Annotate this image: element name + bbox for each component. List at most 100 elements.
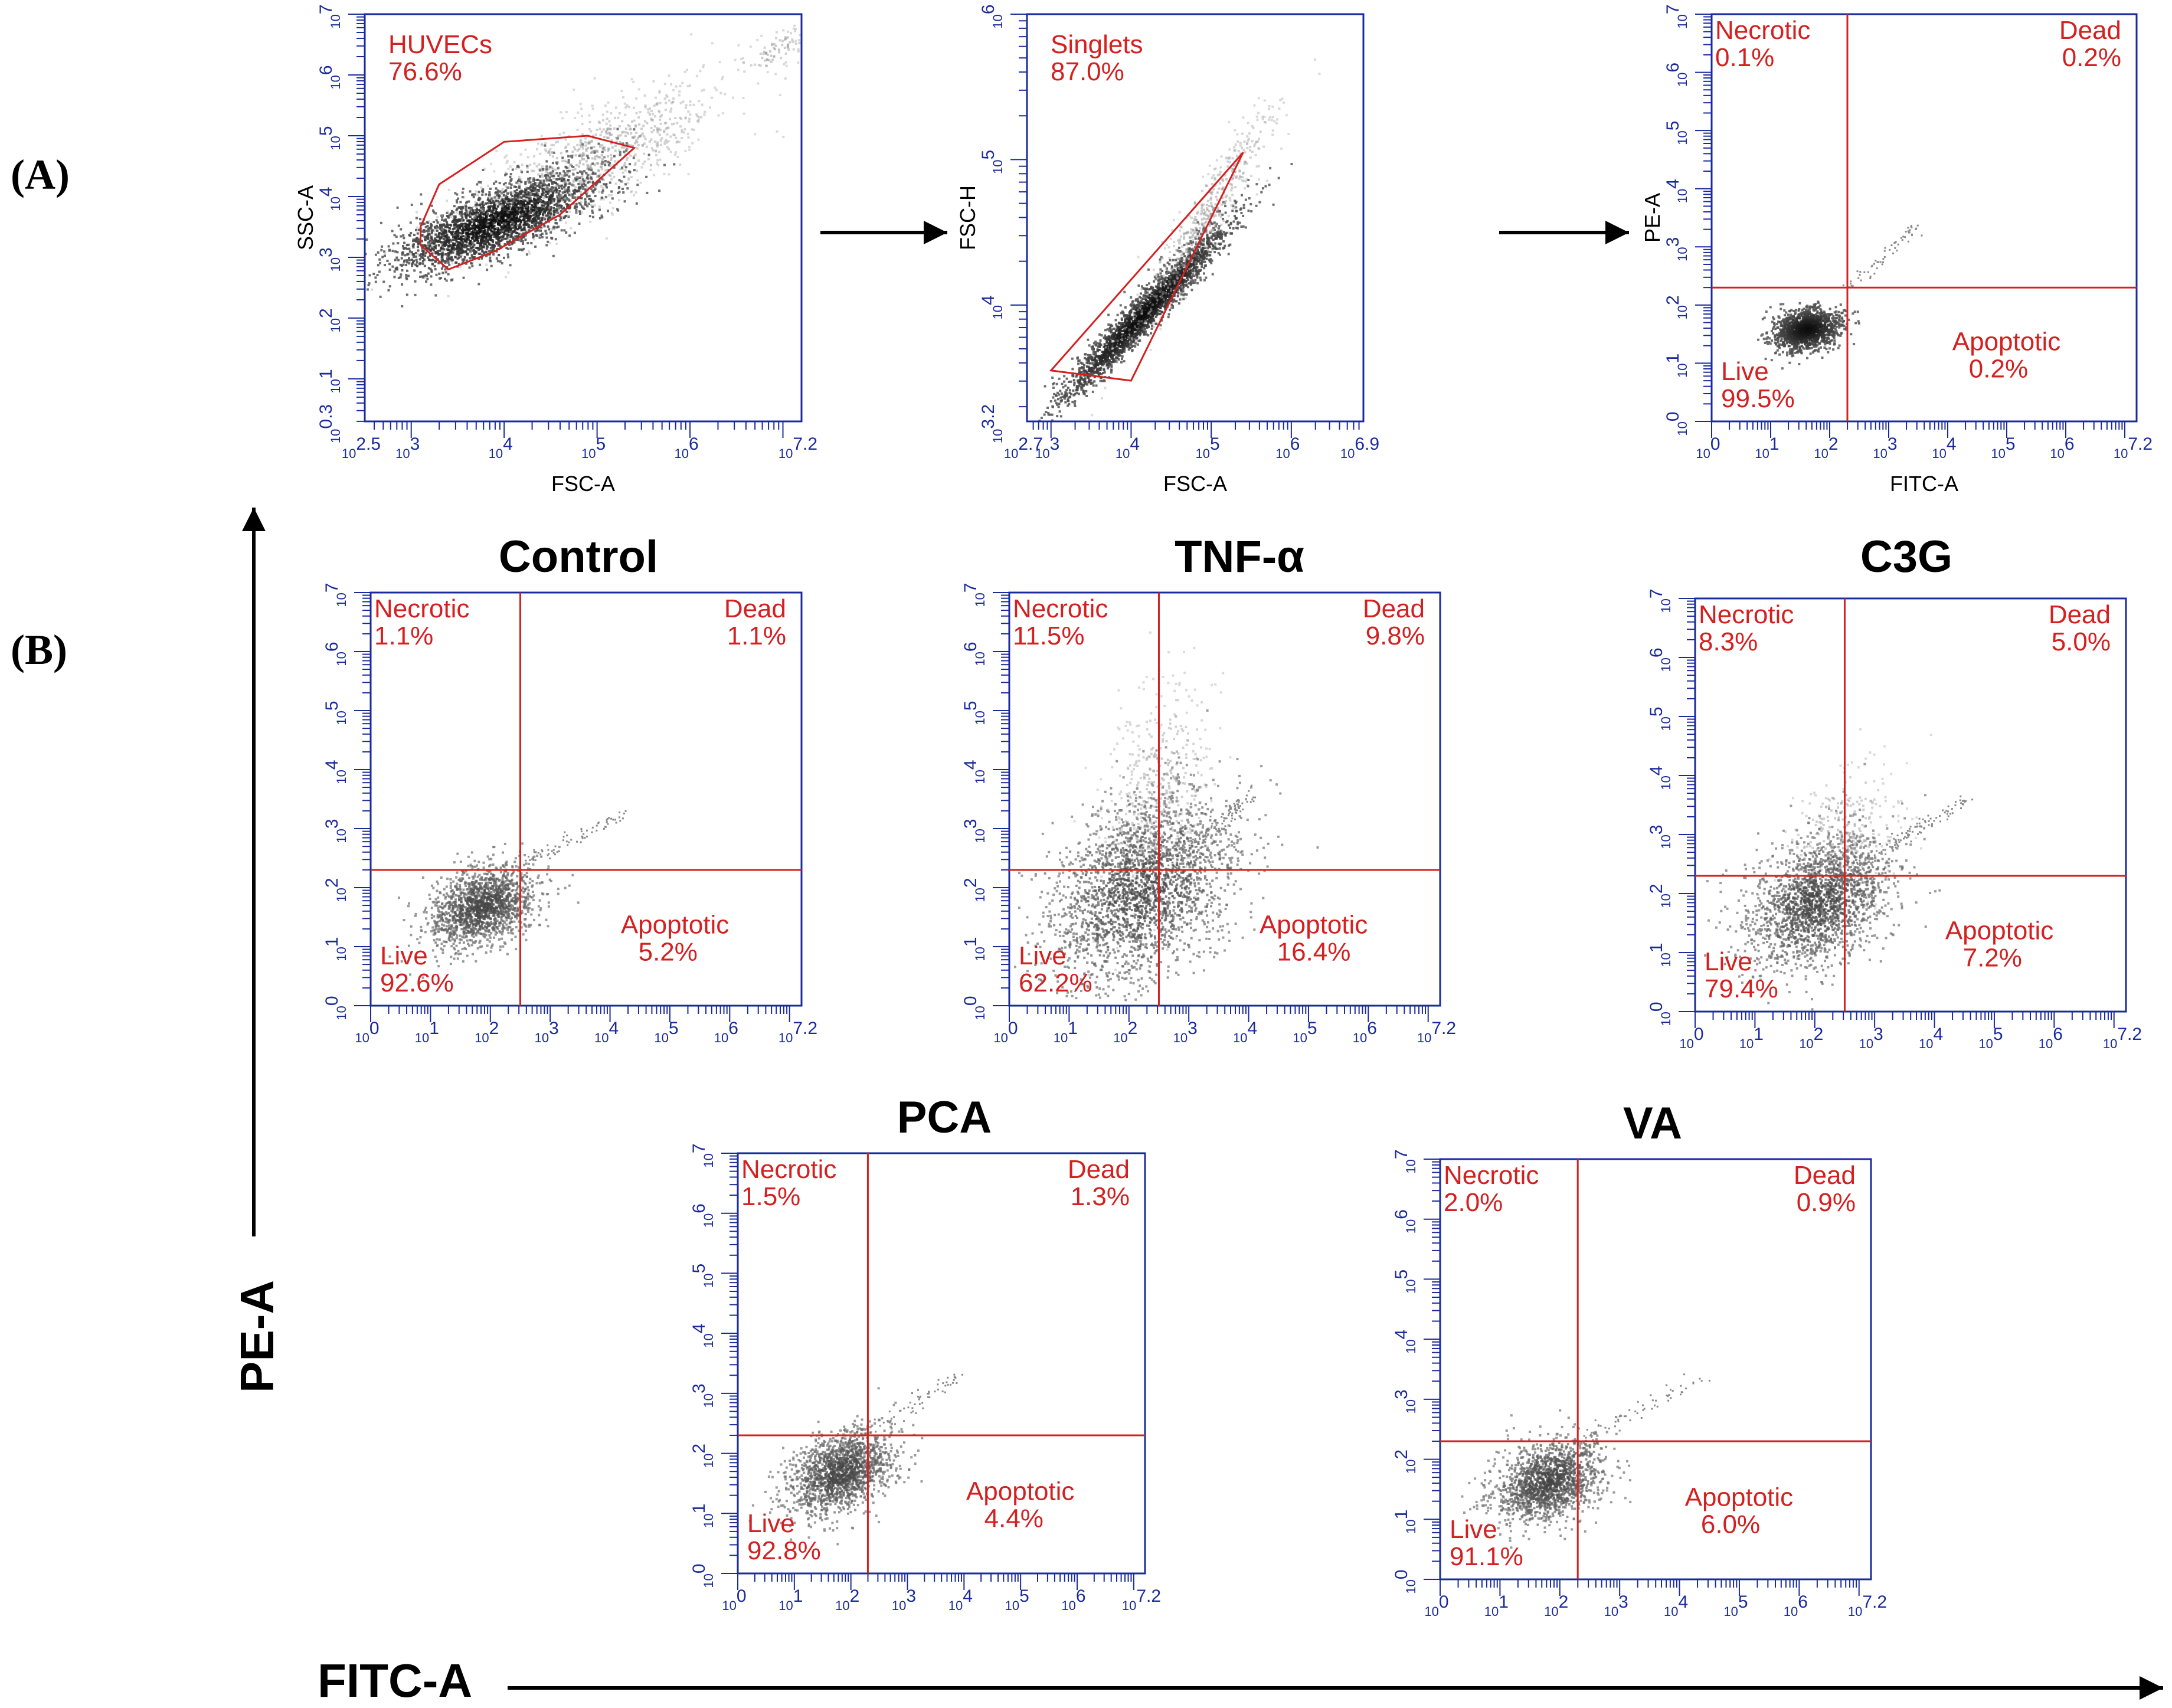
- event-point: [498, 254, 501, 257]
- event-point: [512, 236, 515, 239]
- event-point: [564, 196, 567, 199]
- event-point: [647, 153, 650, 156]
- event-point: [508, 199, 511, 202]
- event-point: [494, 193, 497, 196]
- event-point: [476, 204, 479, 207]
- event-point: [773, 55, 776, 58]
- event-point: [542, 201, 544, 204]
- event-point: [1091, 367, 1093, 369]
- event-point: [688, 120, 691, 123]
- event-point: [697, 120, 700, 123]
- event-point: [505, 207, 508, 210]
- event-point: [1205, 276, 1208, 279]
- event-point: [1193, 258, 1196, 261]
- event-point: [669, 135, 672, 138]
- event-point: [388, 263, 391, 266]
- event-point: [548, 228, 551, 231]
- event-point: [523, 194, 526, 197]
- event-point: [1213, 221, 1216, 224]
- event-point: [1137, 284, 1140, 287]
- event-point: [686, 132, 689, 135]
- event-point: [410, 204, 413, 206]
- event-point: [568, 175, 571, 178]
- event-point: [524, 199, 526, 202]
- event-point: [1163, 277, 1166, 280]
- event-point: [598, 191, 601, 194]
- event-point: [1069, 380, 1072, 383]
- event-point: [626, 143, 629, 146]
- event-point: [436, 229, 439, 232]
- event-point: [434, 227, 437, 230]
- event-point: [414, 255, 417, 258]
- event-point: [374, 280, 377, 283]
- event-point: [545, 244, 548, 247]
- event-point: [1075, 375, 1078, 378]
- event-point: [554, 172, 557, 175]
- event-point: [678, 140, 681, 143]
- event-point: [641, 132, 644, 135]
- event-point: [502, 191, 505, 194]
- event-point: [524, 221, 526, 224]
- event-point: [1214, 242, 1216, 245]
- event-point: [1103, 343, 1106, 346]
- y-tick-label: 104: [316, 186, 343, 211]
- event-point: [621, 181, 624, 183]
- event-point: [516, 186, 519, 189]
- event-point: [528, 197, 531, 200]
- event-point: [567, 166, 570, 169]
- event-point: [374, 276, 377, 279]
- event-point: [578, 153, 581, 156]
- event-point: [453, 234, 456, 237]
- event-point: [445, 279, 448, 282]
- event-point: [555, 172, 558, 175]
- event-point: [538, 221, 541, 224]
- event-point: [514, 218, 517, 221]
- event-point: [629, 127, 632, 130]
- event-point: [529, 192, 532, 195]
- event-point: [791, 40, 794, 43]
- event-point: [455, 211, 458, 214]
- event-point: [596, 155, 598, 158]
- event-point: [613, 166, 616, 169]
- event-point: [408, 234, 411, 237]
- event-point: [412, 240, 415, 243]
- event-point: [479, 242, 482, 245]
- event-point: [1143, 325, 1146, 328]
- event-point: [668, 117, 671, 120]
- event-point: [501, 188, 504, 191]
- event-point: [418, 238, 421, 241]
- event-point: [420, 275, 423, 278]
- event-point: [439, 241, 442, 243]
- event-point: [475, 224, 478, 227]
- event-point: [605, 237, 608, 240]
- event-point: [1121, 322, 1124, 325]
- event-point: [1203, 267, 1206, 270]
- event-point: [584, 141, 587, 144]
- event-point: [499, 240, 502, 243]
- event-point: [1078, 382, 1081, 385]
- event-point: [509, 197, 512, 200]
- event-point: [588, 174, 591, 176]
- event-point: [447, 241, 450, 244]
- event-point: [394, 259, 397, 261]
- event-point: [576, 128, 579, 131]
- event-point: [1232, 220, 1235, 223]
- event-point: [560, 206, 562, 209]
- event-point: [430, 232, 433, 235]
- event-point: [507, 227, 509, 230]
- event-point: [571, 196, 574, 199]
- event-point: [555, 226, 558, 229]
- event-point: [1113, 350, 1116, 353]
- event-point: [565, 189, 568, 192]
- event-point: [417, 249, 420, 252]
- event-point: [617, 116, 620, 119]
- event-point: [462, 259, 465, 262]
- event-point: [397, 276, 400, 279]
- event-point: [485, 193, 488, 196]
- event-point: [386, 260, 389, 262]
- event-point: [506, 247, 509, 250]
- event-point: [1178, 283, 1181, 286]
- event-point: [566, 170, 569, 173]
- event-point: [526, 203, 529, 206]
- event-point: [479, 230, 482, 233]
